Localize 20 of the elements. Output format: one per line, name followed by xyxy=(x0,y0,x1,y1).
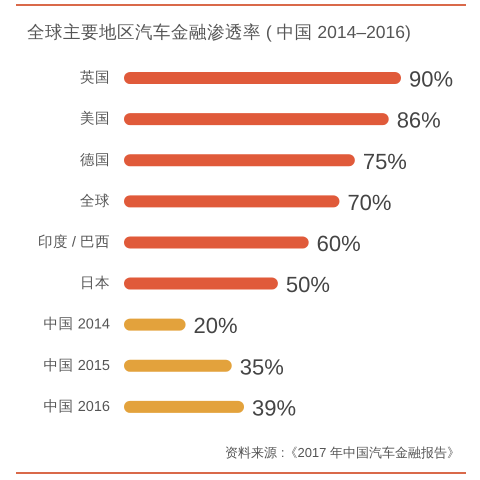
value-label: 60% xyxy=(316,230,361,256)
category-label: 中国 2016 xyxy=(44,398,110,415)
title: 全球主要地区汽车金融渗透率 ( 中国 2014–2016) xyxy=(27,22,411,42)
value-label: 35% xyxy=(240,354,284,380)
category-label: 德国 xyxy=(80,152,110,168)
value-label: 50% xyxy=(286,272,330,298)
value-label: 86% xyxy=(396,108,441,133)
category-label: 全球 xyxy=(80,193,110,210)
value-label: 20% xyxy=(194,313,238,338)
category-label: 中国 2014 xyxy=(44,316,110,333)
value-label: 70% xyxy=(347,190,392,215)
category-label: 中国 2015 xyxy=(44,358,110,374)
category-label: 英国 xyxy=(80,70,110,86)
category-label: 印度 / 巴西 xyxy=(38,234,110,250)
category-label: 美国 xyxy=(80,111,110,128)
value-label: 90% xyxy=(409,66,454,92)
value-label: 75% xyxy=(362,148,407,174)
value-label: 39% xyxy=(252,395,296,420)
annotation: 资料来源 :《2017 年中国汽车金融报告》 xyxy=(225,445,460,460)
category-label: 日本 xyxy=(80,276,110,292)
